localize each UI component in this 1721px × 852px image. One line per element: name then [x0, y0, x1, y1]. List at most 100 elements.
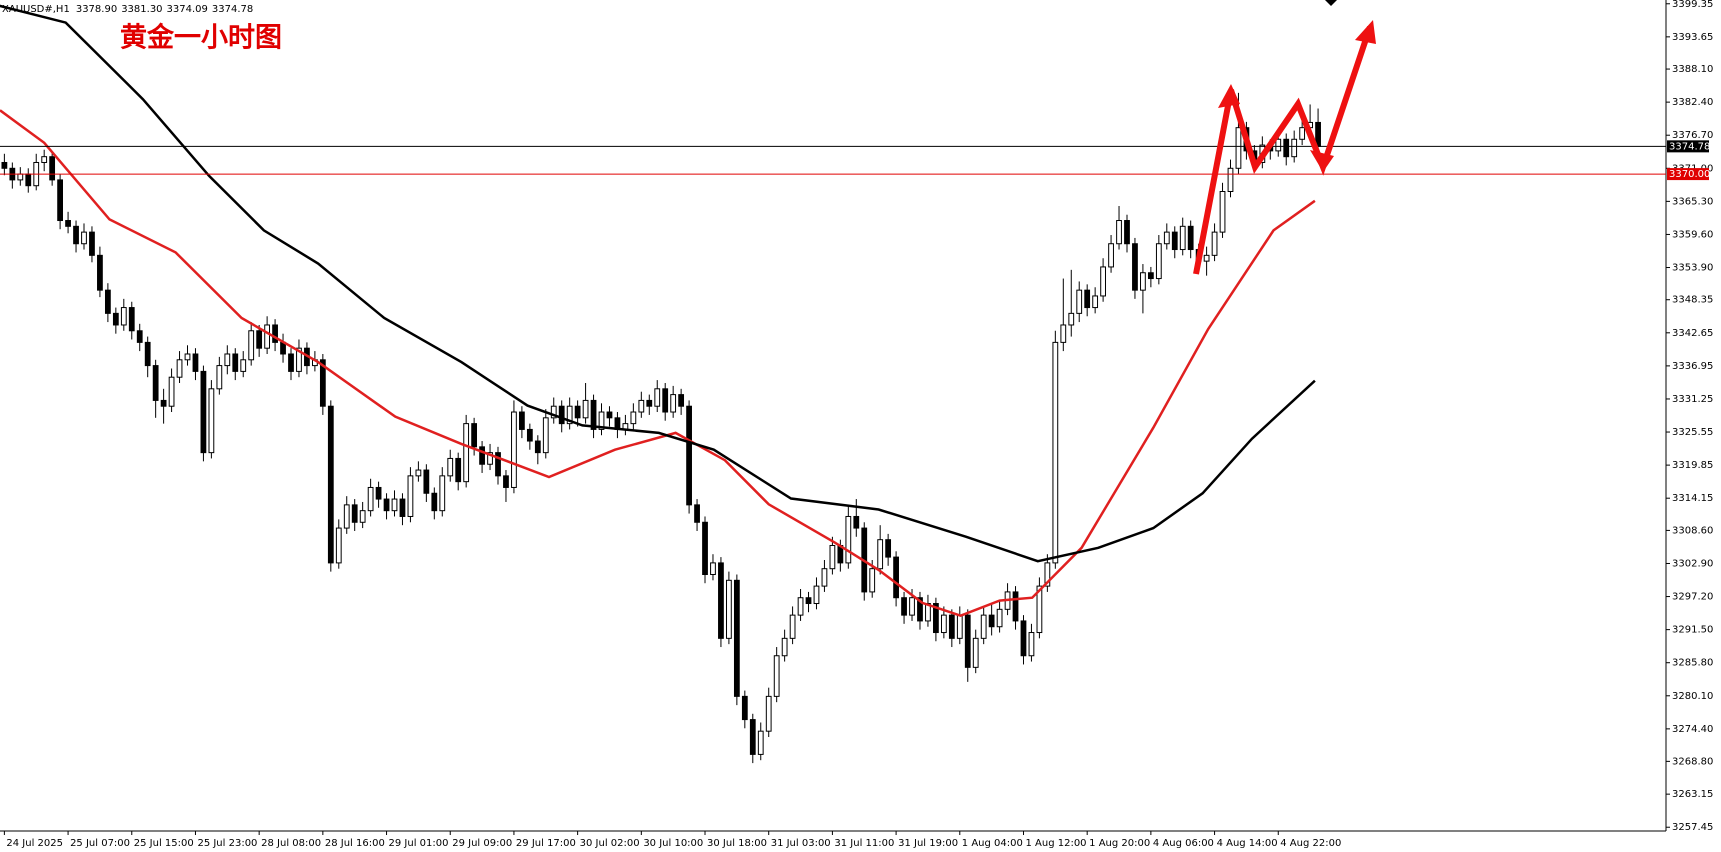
candle-body: [216, 365, 223, 390]
moving-average-line: [0, 4, 1316, 563]
candle-body: [526, 428, 533, 442]
candle-body: [192, 353, 199, 372]
candle-body: [789, 614, 796, 639]
candle-body: [670, 394, 677, 413]
candle-body: [829, 544, 836, 570]
shift-marker: [1325, 0, 1337, 6]
candle-body: [1235, 127, 1242, 169]
candle-body: [367, 486, 374, 512]
y-tick-label: 3353.90: [1672, 263, 1713, 274]
candle-body: [25, 173, 32, 187]
x-tick-label: 29 Jul 09:00: [452, 838, 512, 849]
candle-body: [57, 179, 63, 222]
candle-body: [152, 365, 159, 401]
overlay: [1193, 0, 1376, 275]
candle-body: [757, 730, 764, 755]
candle-body: [566, 405, 573, 425]
candle-body: [1036, 585, 1043, 634]
x-tick-label: 1 Aug 04:00: [962, 838, 1023, 849]
candle-body: [439, 475, 446, 512]
x-tick-label: 25 Jul 15:00: [134, 838, 194, 849]
candle-body: [487, 452, 493, 465]
candle-body: [1060, 324, 1067, 343]
candle-body: [749, 719, 756, 755]
candle-body: [869, 568, 876, 593]
ohlc-high: 3381.30: [121, 4, 162, 15]
candle-body: [733, 579, 740, 697]
candle-body: [948, 614, 955, 639]
candle-body: [208, 388, 215, 454]
candle-body: [917, 597, 923, 622]
candle-body: [558, 405, 565, 425]
candle-body: [853, 515, 860, 529]
candle-body: [1203, 254, 1210, 262]
candle-body: [933, 603, 939, 634]
candle-body: [479, 446, 485, 465]
candle-body: [1219, 191, 1226, 233]
candle-body: [702, 521, 708, 576]
candle-body: [606, 411, 613, 419]
candle-body: [1068, 312, 1075, 326]
candle-body: [375, 486, 382, 500]
y-tick-label: 3382.40: [1672, 97, 1713, 108]
ohlc-low: 3374.09: [167, 4, 208, 15]
candle-body: [638, 399, 645, 413]
candle-body: [447, 457, 454, 477]
candle-body: [431, 492, 438, 512]
price-tag: [1667, 140, 1709, 153]
candle-body: [288, 353, 294, 372]
candle-body: [1147, 272, 1154, 280]
candle-body: [200, 370, 207, 454]
candle-body: [407, 475, 414, 517]
candle-body: [128, 307, 135, 332]
candle-body: [582, 399, 589, 419]
candle-body: [813, 585, 820, 605]
price-tag-label: 3370.00: [1669, 169, 1710, 180]
candle-body: [1108, 243, 1114, 268]
x-tick-label: 4 Aug 22:00: [1280, 838, 1341, 849]
y-tick-label: 3314.15: [1672, 493, 1713, 504]
candle-body: [877, 539, 884, 570]
candle-body: [399, 498, 406, 517]
price-tag: [1667, 168, 1709, 181]
axes: 3399.353393.653388.103382.403376.703371.…: [3, 0, 1713, 849]
candle-body: [112, 312, 119, 326]
candle-body: [550, 405, 557, 419]
y-tick-label: 3285.80: [1672, 658, 1713, 669]
candle-body: [630, 411, 637, 425]
candle-body: [17, 173, 24, 181]
candle-body: [1187, 225, 1194, 251]
y-tick-label: 3342.65: [1672, 328, 1713, 339]
candle-body: [1163, 231, 1170, 245]
candle-body: [686, 405, 692, 506]
candle-body: [1052, 341, 1059, 564]
y-tick-label: 3393.65: [1672, 32, 1713, 43]
candle-body: [463, 423, 470, 483]
x-tick-label: 29 Jul 01:00: [389, 838, 449, 849]
candle-body: [1092, 295, 1099, 309]
candle-body: [97, 254, 103, 291]
candle-body: [144, 341, 151, 367]
x-tick-label: 30 Jul 18:00: [707, 838, 767, 849]
candle-body: [184, 353, 191, 361]
arrow-head: [1218, 84, 1240, 108]
y-tick-label: 3263.15: [1672, 789, 1713, 800]
plot-area: [0, 4, 1666, 764]
candle-body: [598, 411, 605, 430]
ohlc-close: 3374.78: [212, 4, 253, 15]
y-tick-label: 3308.60: [1672, 525, 1713, 536]
candle-body: [264, 324, 271, 349]
candle-body: [319, 359, 326, 407]
candle-body: [765, 695, 772, 732]
candle-body: [1140, 272, 1146, 291]
y-tick-label: 3376.70: [1672, 130, 1713, 141]
candle-body: [65, 220, 71, 227]
candle-body: [726, 579, 732, 639]
y-tick-label: 3319.85: [1672, 460, 1713, 471]
arrow-head: [1310, 150, 1334, 172]
candle-body: [351, 504, 358, 523]
y-tick-label: 3336.95: [1672, 361, 1713, 372]
candle-body: [972, 637, 979, 668]
candle-body: [694, 504, 700, 523]
candle-body: [49, 156, 56, 181]
